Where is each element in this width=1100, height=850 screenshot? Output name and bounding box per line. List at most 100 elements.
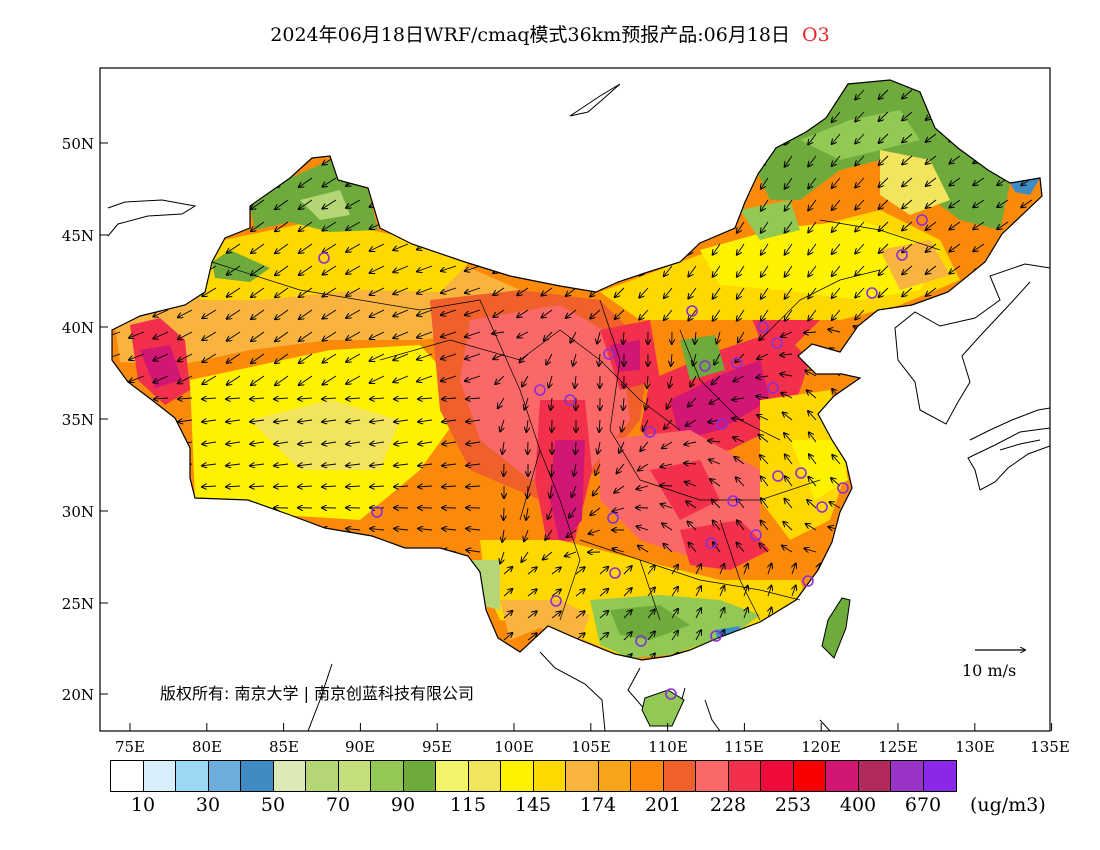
wind-vector [926,177,937,186]
wind-vector [671,587,678,597]
legend-swatch [858,761,891,791]
legend-swatch [761,761,794,791]
wind-vector [502,441,504,454]
wind-vector [346,529,361,530]
wind-vector [785,454,793,465]
wind-vector [442,398,457,399]
wind-vector [623,566,632,575]
wind-vector [615,309,625,319]
wind-vector [720,564,724,575]
wind-vector [855,221,865,232]
station-marker [727,495,739,507]
wind-vector [299,199,313,209]
wind-vector [394,442,409,444]
wind-vector [760,455,769,465]
wind-vector [669,375,672,388]
wind-vector [926,133,937,142]
wind-vector [393,375,409,382]
legend-swatch [111,761,144,791]
wind-vector [879,243,889,253]
wind-vector [832,309,841,320]
wind-vector [832,243,841,254]
legend-swatch [176,761,209,791]
station-marker [371,506,383,518]
wind-vector [251,265,265,275]
wind-vector [761,309,769,321]
wind-vector [638,546,649,553]
wind-vector [202,442,217,444]
wind-vector [623,397,624,410]
station-marker [837,482,849,494]
wind-vector [759,435,769,443]
wind-vector [178,353,193,361]
wind-vector [595,463,601,475]
wind-vector [785,199,793,211]
wind-vector [757,415,769,421]
wind-vector [346,243,361,252]
wind-vector [688,287,697,299]
wind-vector [178,420,193,422]
wind-vector [441,265,457,271]
wind-vector [370,287,385,295]
wind-vector [695,586,701,597]
wind-vector [647,375,648,388]
wind-vector [541,309,553,318]
wind-vector [709,397,721,404]
wind-vector [949,177,961,186]
wind-vector [879,265,889,275]
wind-vector [346,199,361,208]
latitude-label: 35N [61,411,94,429]
wind-vector [202,331,217,340]
wind-vector [664,419,673,429]
wind-vector [806,524,817,531]
wind-vector [713,521,721,531]
wind-vector [714,353,721,365]
wind-vector [713,542,721,553]
wind-vector [732,398,745,400]
wind-vector [997,199,1009,207]
wind-vector [785,287,793,299]
wind-vector [647,631,655,641]
wind-vector [636,486,649,489]
wind-vector [732,418,745,420]
wind-vector [638,463,649,471]
wind-vector [614,485,625,493]
wind-vector [832,455,841,465]
wind-vector [613,549,625,552]
wind-vector [527,567,537,575]
wind-vector [299,331,313,341]
wind-vector [298,486,313,487]
wind-vector [599,419,600,432]
wind-vector [713,287,721,299]
wind-vector [781,331,793,337]
longitude-label: 135E [1030,738,1070,756]
wind-vector [323,177,337,187]
legend-tick-label: 145 [514,794,552,816]
wind-vector [418,529,433,530]
wind-vector [805,549,817,553]
legend-swatch [371,761,404,791]
wind-vector [734,457,745,465]
wind-vector [566,287,577,296]
wind-vector [298,442,313,444]
wind-vector [647,565,655,575]
wind-vector [660,464,673,467]
wind-vector [545,529,553,540]
wind-vector [597,331,600,344]
wind-vector [275,265,289,275]
wind-vector [226,486,241,487]
station-marker [603,348,615,360]
wind-vector [832,177,841,188]
wind-vector [551,589,561,597]
wind-vector [695,608,701,619]
longitude-label: 130E [955,738,995,756]
wind-vector [808,265,817,276]
longitude-label: 75E [114,738,146,756]
wind-vector [153,309,169,317]
wind-vector [808,199,817,210]
wind-vector [599,567,608,575]
wind-vector [695,564,701,575]
wind-vector [808,287,817,298]
wind-vector [710,479,721,487]
station-marker [609,567,621,579]
